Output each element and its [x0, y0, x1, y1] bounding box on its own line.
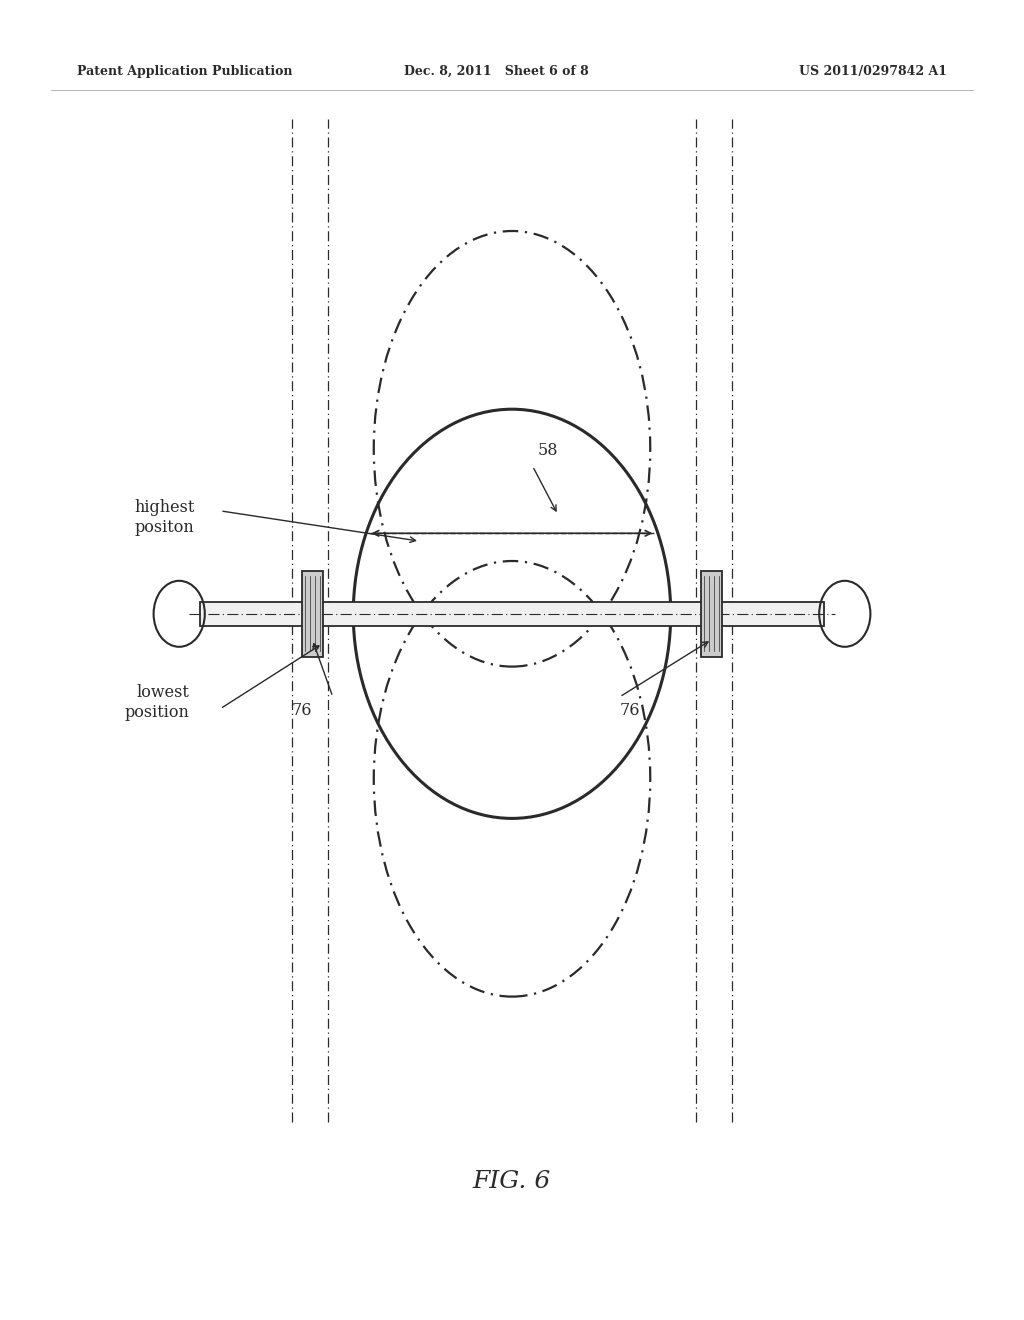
Text: Patent Application Publication: Patent Application Publication [77, 65, 292, 78]
Text: 76: 76 [292, 702, 312, 718]
Text: lowest
position: lowest position [125, 684, 189, 721]
Text: highest
positon: highest positon [134, 499, 195, 536]
Bar [701, 570, 722, 656]
Bar [302, 570, 323, 656]
Text: 76: 76 [620, 702, 640, 718]
Text: Dec. 8, 2011   Sheet 6 of 8: Dec. 8, 2011 Sheet 6 of 8 [404, 65, 589, 78]
Text: FIG. 6: FIG. 6 [473, 1170, 551, 1193]
Bar [200, 602, 824, 626]
Text: US 2011/0297842 A1: US 2011/0297842 A1 [799, 65, 947, 78]
Text: 58: 58 [538, 442, 558, 459]
